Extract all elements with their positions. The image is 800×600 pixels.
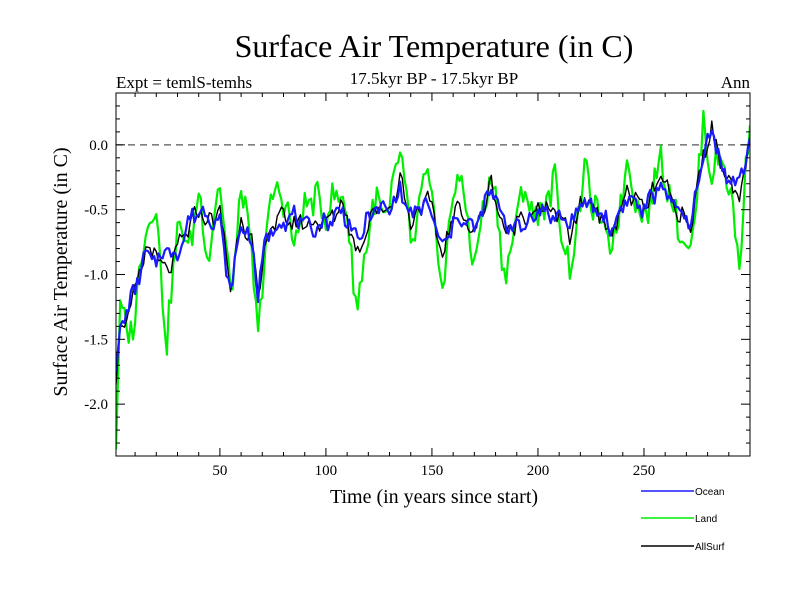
legend-label-ocean: Ocean	[695, 487, 724, 498]
y-tick-label: -2.0	[84, 397, 108, 413]
series-land-line	[116, 109, 750, 450]
chart-title: Surface Air Temperature (in C)	[235, 28, 634, 64]
plot-area: 50 100 150 200 250 -2.0 -1.5 -1.0 -0.5 0.0	[84, 92, 751, 479]
x-tick-label: 150	[421, 463, 444, 479]
x-tick-label: 50	[212, 463, 227, 479]
series-group	[116, 109, 750, 450]
y-axis-label: Surface Air Temperature (in C)	[50, 147, 72, 396]
legend-label-land: Land	[695, 514, 717, 525]
y-tick-label: -1.0	[84, 268, 108, 284]
x-tick-label: 250	[633, 463, 656, 479]
chart-subtitle: 17.5kyr BP - 17.5kyr BP	[350, 69, 518, 88]
expt-label: Expt = temlS-temhs	[116, 73, 252, 92]
x-tick-label: 200	[527, 463, 550, 479]
y-tick-label: -0.5	[84, 203, 108, 219]
y-tick-label: 0.0	[89, 138, 108, 154]
legend: Ocean Land AllSurf	[641, 487, 725, 553]
legend-label-allsurf: AllSurf	[695, 542, 725, 553]
x-axis-label: Time (in years since start)	[330, 486, 538, 508]
y-tick-label: -1.5	[84, 332, 108, 348]
x-tick-label: 100	[315, 463, 338, 479]
plot-frame	[115, 92, 751, 457]
series-ocean-line	[116, 129, 750, 372]
period-label: Ann	[721, 73, 751, 92]
